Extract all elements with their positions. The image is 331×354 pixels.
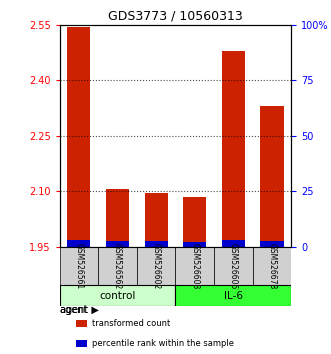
FancyBboxPatch shape (98, 247, 137, 285)
Title: GDS3773 / 10560313: GDS3773 / 10560313 (108, 9, 243, 22)
Text: agent ▶: agent ▶ (60, 306, 98, 315)
Bar (222, 51, 245, 247)
Text: transformed count: transformed count (92, 319, 170, 328)
Bar (76, 320, 87, 327)
Bar (260, 241, 284, 247)
Text: GSM526602: GSM526602 (152, 243, 161, 289)
Bar (183, 197, 206, 247)
Bar (67, 27, 90, 247)
Bar (76, 340, 87, 347)
Bar (183, 242, 206, 247)
Bar (145, 193, 168, 247)
Bar (222, 240, 245, 247)
FancyBboxPatch shape (253, 247, 291, 285)
Text: control: control (99, 291, 136, 301)
FancyBboxPatch shape (60, 247, 98, 285)
FancyBboxPatch shape (60, 285, 175, 306)
Text: IL-6: IL-6 (224, 291, 243, 301)
Text: GSM526562: GSM526562 (113, 243, 122, 289)
Text: agent: agent (60, 306, 88, 315)
FancyBboxPatch shape (137, 247, 175, 285)
FancyBboxPatch shape (214, 247, 253, 285)
Bar (260, 106, 284, 247)
Bar (106, 189, 129, 247)
Bar (67, 240, 90, 247)
Bar (145, 241, 168, 247)
Text: GSM526605: GSM526605 (229, 243, 238, 289)
Text: GSM526678: GSM526678 (267, 243, 276, 289)
Text: GSM526603: GSM526603 (190, 243, 199, 289)
Text: percentile rank within the sample: percentile rank within the sample (92, 339, 234, 348)
FancyBboxPatch shape (175, 285, 291, 306)
Bar (106, 241, 129, 247)
Text: GSM526561: GSM526561 (74, 243, 83, 289)
FancyBboxPatch shape (175, 247, 214, 285)
